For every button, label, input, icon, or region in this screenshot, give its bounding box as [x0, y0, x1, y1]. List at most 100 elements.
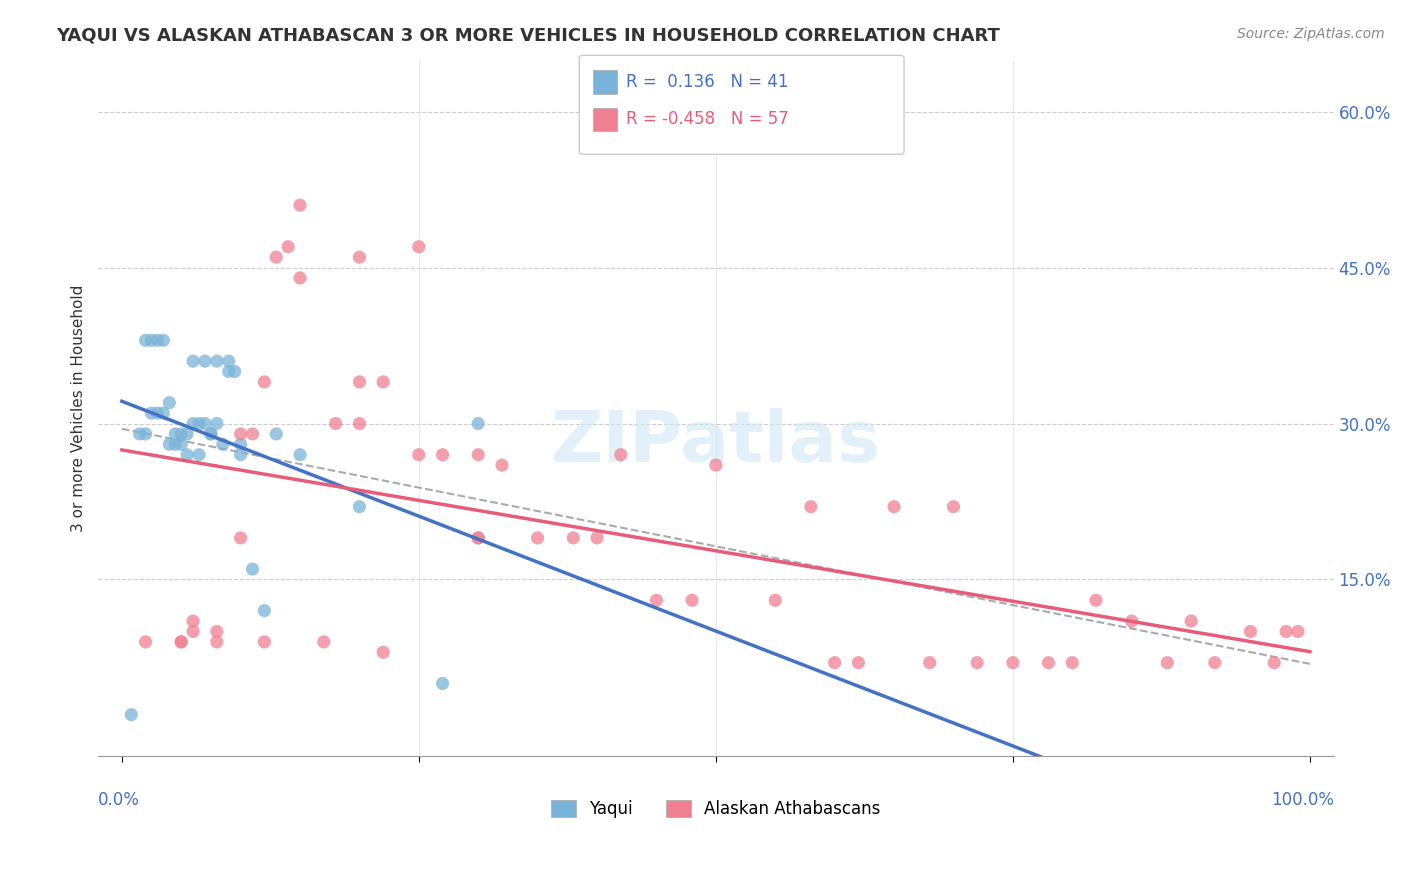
Text: YAQUI VS ALASKAN ATHABASCAN 3 OR MORE VEHICLES IN HOUSEHOLD CORRELATION CHART: YAQUI VS ALASKAN ATHABASCAN 3 OR MORE VE… [56, 27, 1000, 45]
Point [848, 656, 870, 670]
Point [1239, 624, 1261, 639]
Point [194, 417, 217, 431]
Point [1062, 656, 1084, 670]
Point [1001, 656, 1024, 670]
Legend: Yaqui, Alaskan Athabascans: Yaqui, Alaskan Athabascans [544, 793, 887, 824]
Point [135, 334, 157, 348]
Point [181, 614, 204, 628]
Point [325, 417, 347, 431]
Text: 0.0%: 0.0% [98, 791, 141, 809]
Point [373, 375, 395, 389]
Point [181, 354, 204, 368]
Point [491, 458, 513, 472]
Point [312, 635, 335, 649]
Point [253, 375, 276, 389]
Point [562, 531, 585, 545]
Point [704, 458, 727, 472]
Point [200, 426, 222, 441]
Y-axis label: 3 or more Vehicles in Household: 3 or more Vehicles in Household [72, 285, 86, 532]
Point [181, 417, 204, 431]
Point [264, 426, 287, 441]
Text: 100.0%: 100.0% [1271, 791, 1334, 809]
Point [1038, 656, 1060, 670]
Point [157, 395, 180, 409]
Text: ZIPatlas: ZIPatlas [551, 409, 882, 477]
Point [763, 593, 786, 607]
Point [224, 365, 246, 379]
Point [349, 417, 371, 431]
Point [194, 354, 217, 368]
Point [218, 354, 240, 368]
Point [229, 531, 252, 545]
Point [205, 635, 228, 649]
Point [526, 531, 548, 545]
Point [349, 500, 371, 514]
Point [824, 656, 846, 670]
Point [229, 426, 252, 441]
Point [467, 448, 489, 462]
Point [135, 635, 157, 649]
Point [146, 406, 169, 420]
Point [176, 426, 198, 441]
Point [467, 531, 489, 545]
Point [229, 437, 252, 451]
Point [264, 250, 287, 264]
Point [165, 426, 187, 441]
Point [170, 437, 193, 451]
Point [966, 656, 988, 670]
Point [1286, 624, 1309, 639]
Point [288, 448, 311, 462]
Point [1275, 624, 1298, 639]
Point [586, 531, 609, 545]
Point [242, 562, 264, 576]
Point [200, 426, 222, 441]
Point [288, 198, 311, 212]
Point [253, 635, 276, 649]
Point [146, 334, 169, 348]
Point [170, 426, 193, 441]
Point [1204, 656, 1226, 670]
Point [349, 250, 371, 264]
Point [205, 354, 228, 368]
Point [942, 500, 965, 514]
Point [170, 635, 193, 649]
Point [181, 624, 204, 639]
Point [211, 437, 233, 451]
Point [467, 531, 489, 545]
Point [157, 437, 180, 451]
Point [188, 417, 211, 431]
Point [1121, 614, 1143, 628]
Point [467, 417, 489, 431]
Point [408, 448, 430, 462]
Point [229, 448, 252, 462]
Point [277, 240, 299, 254]
Point [205, 417, 228, 431]
Point [408, 240, 430, 254]
Point [141, 406, 163, 420]
Point [288, 271, 311, 285]
Point [176, 448, 198, 462]
Point [152, 334, 174, 348]
Point [170, 635, 193, 649]
Point [120, 707, 142, 722]
Point [373, 645, 395, 659]
Point [242, 426, 264, 441]
Point [165, 437, 187, 451]
Point [918, 656, 941, 670]
Point [253, 604, 276, 618]
Point [218, 365, 240, 379]
Point [800, 500, 823, 514]
Point [141, 334, 163, 348]
Point [432, 448, 454, 462]
Point [188, 448, 211, 462]
Point [349, 375, 371, 389]
Point [152, 406, 174, 420]
Point [1156, 656, 1178, 670]
Text: R =  0.136   N = 41: R = 0.136 N = 41 [626, 73, 789, 91]
Point [432, 676, 454, 690]
Point [1180, 614, 1202, 628]
Point [681, 593, 703, 607]
Point [610, 448, 633, 462]
Point [205, 624, 228, 639]
Text: R = -0.458   N = 57: R = -0.458 N = 57 [626, 110, 789, 128]
